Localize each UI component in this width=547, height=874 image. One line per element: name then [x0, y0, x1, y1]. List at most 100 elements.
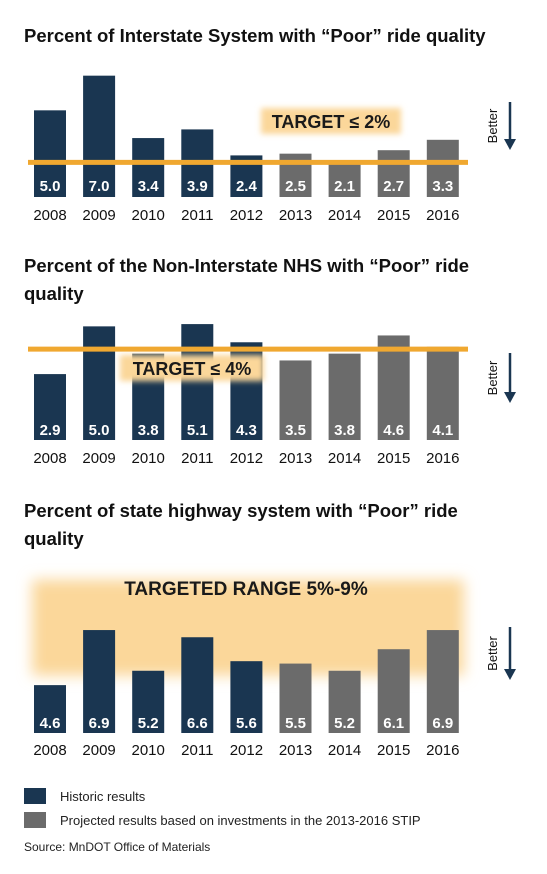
bar-2015 — [377, 150, 410, 197]
x-tick-label-2011: 2011 — [181, 207, 213, 224]
x-tick-label-2010: 2010 — [132, 207, 165, 224]
better-label: Better — [485, 360, 500, 395]
bar-2008 — [34, 374, 66, 440]
x-tick-label-2011: 2011 — [181, 450, 213, 467]
target-label: TARGETED RANGE 5%-9% — [124, 579, 368, 600]
bar-value-label-2010: 3.8 — [138, 422, 159, 439]
bar-value-label-2015: 6.1 — [383, 715, 404, 732]
target-label: TARGET ≤ 2% — [272, 112, 391, 132]
bar-value-label-2009: 6.9 — [89, 715, 110, 732]
legend-swatch-projected — [24, 812, 46, 828]
bar-value-label-2011: 3.9 — [187, 178, 208, 195]
x-tick-label-2016: 2016 — [426, 742, 459, 759]
bar-2012 — [230, 661, 263, 733]
target-label-group — [261, 108, 401, 134]
legend-label-projected: Projected results based on investments i… — [60, 812, 421, 828]
chart-1-title: Percent of Interstate System with “Poor”… — [24, 25, 486, 46]
bar-2009 — [83, 326, 116, 440]
bar-2008 — [34, 685, 66, 733]
x-tick-label-2009: 2009 — [82, 207, 115, 224]
x-tick-label-2013: 2013 — [279, 742, 312, 759]
source-note: Source: MnDOT Office of Materials — [24, 840, 211, 854]
bar-value-label-2008: 5.0 — [40, 178, 61, 195]
bar-2016 — [426, 630, 459, 733]
bar-2013 — [279, 360, 312, 440]
x-tick-label-2013: 2013 — [279, 207, 312, 224]
target-label: TARGET ≤ 4% — [133, 359, 252, 379]
x-tick-label-2009: 2009 — [82, 450, 115, 467]
bar-value-label-2014: 5.2 — [334, 715, 355, 732]
bar-2014 — [328, 670, 361, 733]
chart-2-non-interstate-nhs: 2.9 2008 5.0 2009 3.8 2010 5.1 2011 4.3 2012 3.5 20… — [28, 324, 516, 467]
x-tick-label-2015: 2015 — [377, 450, 410, 467]
x-tick-label-2014: 2014 — [328, 207, 361, 224]
x-tick-label-2008: 2008 — [33, 742, 66, 759]
x-tick-label-2010: 2010 — [132, 450, 165, 467]
bar-value-label-2011: 6.6 — [187, 715, 208, 732]
x-tick-label-2010: 2010 — [132, 742, 165, 759]
bar-value-label-2015: 2.7 — [383, 178, 404, 195]
x-tick-label-2013: 2013 — [279, 450, 312, 467]
bar-2014 — [328, 353, 361, 440]
better-label: Better — [485, 635, 500, 670]
bar-2015 — [377, 649, 410, 733]
legend-item-historic: Historic results — [24, 784, 421, 808]
bar-value-label-2014: 3.8 — [334, 422, 355, 439]
better-arrow-icon — [504, 669, 516, 680]
bar-value-label-2013: 2.5 — [285, 178, 306, 195]
bar-2014 — [328, 160, 361, 197]
bar-value-label-2016: 4.1 — [432, 422, 453, 439]
bar-2009 — [83, 630, 116, 733]
bar-value-label-2009: 5.0 — [89, 422, 110, 439]
x-tick-label-2012: 2012 — [230, 742, 263, 759]
better-label: Better — [485, 108, 500, 143]
x-tick-label-2008: 2008 — [33, 207, 66, 224]
bar-value-label-2008: 4.6 — [40, 715, 61, 732]
x-tick-label-2016: 2016 — [426, 207, 459, 224]
better-arrow-icon — [504, 392, 516, 403]
bar-value-label-2012: 5.6 — [236, 715, 257, 732]
bar-2011 — [181, 324, 214, 440]
bar-value-label-2009: 7.0 — [89, 178, 110, 195]
x-tick-label-2014: 2014 — [328, 450, 361, 467]
bar-value-label-2015: 4.6 — [383, 422, 404, 439]
bar-value-label-2008: 2.9 — [40, 422, 61, 439]
x-tick-label-2016: 2016 — [426, 450, 459, 467]
bar-value-label-2013: 3.5 — [285, 422, 306, 439]
bar-value-label-2010: 5.2 — [138, 715, 159, 732]
x-tick-label-2008: 2008 — [33, 450, 66, 467]
bar-value-label-2014: 2.1 — [334, 178, 355, 195]
bar-value-label-2012: 2.4 — [236, 178, 258, 195]
chart-1-interstate: 5.0 2008 7.0 2009 3.4 2010 3.9 2011 2.4 2012 2.5 20… — [28, 75, 516, 224]
better-arrow-icon — [504, 139, 516, 150]
legend-swatch-historic — [24, 788, 46, 804]
chart-2-title: Percent of the Non-Interstate NHS with “… — [24, 255, 470, 304]
bar-value-label-2012: 4.3 — [236, 422, 257, 439]
x-tick-label-2015: 2015 — [377, 207, 410, 224]
legend: Historic results Projected results based… — [24, 784, 421, 832]
bar-2013 — [279, 663, 312, 733]
bar-2010 — [132, 138, 165, 197]
bar-value-label-2010: 3.4 — [138, 178, 160, 195]
legend-item-projected: Projected results based on investments i… — [24, 808, 421, 832]
bar-2008 — [34, 110, 66, 197]
bar-2011 — [181, 637, 214, 733]
bar-2016 — [426, 139, 459, 197]
bar-2009 — [83, 75, 116, 197]
bar-value-label-2016: 3.3 — [432, 178, 453, 195]
target-label-bg — [120, 355, 264, 381]
x-tick-label-2012: 2012 — [230, 450, 263, 467]
legend-label-historic: Historic results — [60, 788, 146, 804]
x-tick-label-2012: 2012 — [230, 207, 263, 224]
bar-value-label-2016: 6.9 — [432, 715, 453, 732]
x-tick-label-2009: 2009 — [82, 742, 115, 759]
chart-3-title: Percent of state highway system with “Po… — [24, 500, 458, 549]
bar-2016 — [426, 346, 459, 440]
bar-value-label-2013: 5.5 — [285, 715, 306, 732]
target-label-group — [120, 355, 264, 381]
bar-2015 — [377, 335, 410, 440]
target-label-bg — [261, 108, 401, 134]
x-tick-label-2015: 2015 — [377, 742, 410, 759]
chart-3-state-highway: 4.6 2008 6.9 2009 5.2 2010 6.6 2011 5.6 2012 5.5 20… — [32, 579, 516, 759]
bar-2010 — [132, 670, 165, 733]
